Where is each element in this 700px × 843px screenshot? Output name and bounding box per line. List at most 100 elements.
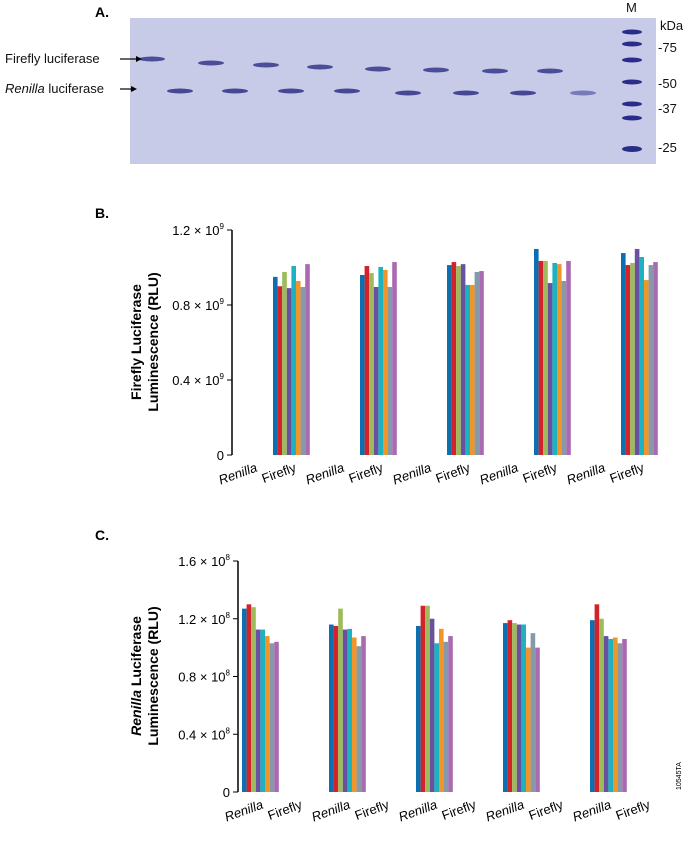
bar (361, 636, 366, 792)
bar (561, 281, 567, 455)
bar (434, 643, 439, 792)
bar (521, 624, 526, 792)
marker-50: -50 (658, 76, 677, 91)
bar (608, 638, 613, 792)
bar (526, 647, 531, 792)
bar (557, 264, 562, 455)
bar (360, 275, 365, 455)
bar (425, 605, 430, 792)
bar (242, 608, 247, 792)
firefly-band (423, 67, 449, 73)
bar (460, 264, 466, 455)
y-tick-label: 0.8 × 108 (178, 669, 230, 685)
x-tick-label: Firefly (440, 797, 479, 823)
renilla-band (222, 88, 248, 94)
figure-id: 10545TA (676, 762, 683, 790)
x-tick-label: Firefly (353, 797, 392, 823)
x-tick-label: Firefly (434, 460, 473, 486)
renilla-band (395, 90, 421, 96)
gel-image (120, 18, 656, 164)
bar (543, 260, 548, 455)
bar (456, 266, 461, 455)
bar (594, 604, 600, 792)
marker-37: -37 (658, 101, 677, 116)
bar (516, 624, 522, 792)
bar (653, 262, 658, 455)
bar (274, 641, 279, 792)
x-tick-label: Firefly (527, 797, 566, 823)
bar (342, 629, 348, 792)
bar (622, 638, 627, 792)
x-tick-label: Renilla (565, 460, 607, 488)
x-tick-label: Renilla (217, 460, 259, 488)
bar (447, 265, 452, 455)
panel-a-label: A. (95, 4, 109, 20)
marker-band (622, 146, 642, 152)
chart-b-y-axis-label: Firefly Luciferase Luminescence (RLU) (128, 272, 161, 412)
bar (269, 643, 275, 792)
bar (465, 284, 470, 455)
bar (356, 646, 362, 792)
bar (547, 283, 553, 455)
bar (507, 620, 513, 792)
bar (333, 625, 339, 792)
bar (535, 647, 540, 792)
chart-c-y-axis-label: Renilla Luciferase Luminescence (RLU) (128, 596, 162, 756)
bar (392, 262, 397, 455)
bar (383, 269, 388, 455)
bar (260, 629, 265, 792)
firefly-band (253, 62, 279, 68)
bar (273, 276, 278, 455)
renilla-band (334, 88, 360, 94)
x-tick-label: Renilla (571, 797, 613, 825)
renilla-band-label: Renilla luciferase (5, 81, 104, 96)
x-tick-label: Firefly (266, 797, 305, 823)
x-tick-label: Renilla (391, 460, 433, 488)
bar (648, 265, 654, 455)
x-tick-label: Renilla (310, 797, 352, 825)
renilla-italic: Renilla (5, 81, 45, 96)
x-tick-label: Firefly (347, 460, 386, 486)
bar (352, 637, 357, 792)
bar (300, 287, 306, 455)
x-tick-label: Renilla (223, 797, 265, 825)
bar (338, 608, 343, 792)
panel-c-label: C. (95, 527, 109, 543)
bar (387, 287, 393, 455)
x-tick-label: Firefly (260, 460, 299, 486)
x-tick-label: Renilla (304, 460, 346, 488)
bar (599, 618, 604, 792)
renilla-text: luciferase (44, 81, 104, 96)
y-tick-label: 0 (223, 785, 230, 800)
bar (265, 636, 270, 792)
bar (530, 633, 536, 792)
marker-band (622, 101, 642, 107)
firefly-band (139, 56, 165, 62)
bar (503, 623, 508, 792)
bar (470, 284, 475, 455)
firefly-band-label: Firefly luciferase (5, 51, 100, 66)
marker-band (622, 41, 642, 47)
bar (291, 266, 296, 455)
bar (369, 273, 374, 455)
marker-band (622, 115, 642, 121)
bar (282, 272, 287, 455)
x-tick-label: Firefly (521, 460, 560, 486)
bar (613, 637, 618, 792)
firefly-band (365, 66, 391, 72)
bar (373, 287, 379, 455)
firefly-band (537, 68, 563, 74)
bar (634, 248, 640, 455)
marker-band (622, 29, 642, 35)
renilla-band (510, 90, 536, 96)
marker-band (622, 79, 642, 85)
marker-25: -25 (658, 140, 677, 155)
bar (296, 281, 301, 455)
y-tick-label: 1.6 × 108 (178, 553, 230, 569)
bar (364, 266, 370, 455)
y-tick-label: 0.8 × 109 (172, 297, 224, 313)
marker-band (622, 57, 642, 63)
x-tick-label: Firefly (608, 460, 647, 486)
bar (479, 271, 484, 455)
